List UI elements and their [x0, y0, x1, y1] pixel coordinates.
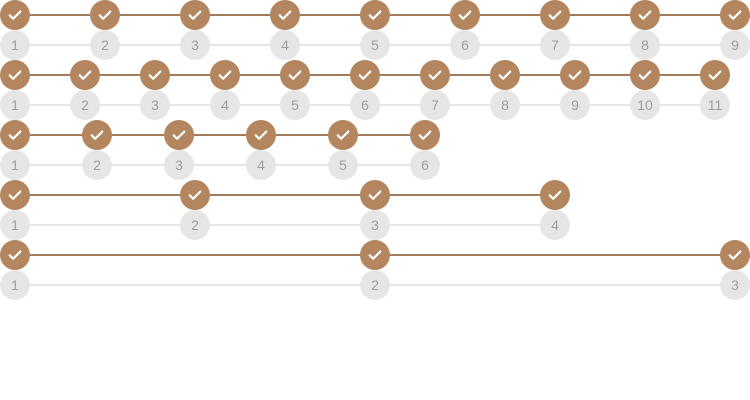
step-number[interactable]: 2	[90, 30, 120, 60]
step-number[interactable]: 7	[540, 30, 570, 60]
step-number[interactable]: 6	[350, 90, 380, 120]
checkmark-icon[interactable]	[360, 0, 390, 30]
checkmark-icon[interactable]	[490, 60, 520, 90]
checkmark-icon[interactable]	[720, 0, 750, 30]
pending-connector	[15, 164, 425, 166]
checkmark-icon[interactable]	[164, 120, 194, 150]
step-number[interactable]: 3	[140, 90, 170, 120]
checkmark-icon[interactable]	[450, 0, 480, 30]
checkmark-icon[interactable]	[70, 60, 100, 90]
checkmark-icon[interactable]	[82, 120, 112, 150]
pending-connector	[15, 224, 555, 226]
step-number[interactable]: 2	[180, 210, 210, 240]
step-number[interactable]: 2	[82, 150, 112, 180]
stepper-3: 1 2 3 4 5 6	[0, 120, 750, 180]
stepper-1: 1 2 3 4 5 6 7 8 9	[0, 0, 750, 60]
step-number[interactable]: 11	[700, 90, 730, 120]
stepper-2: 1 2 3 4 5 6 7 8 9 10 11	[0, 60, 750, 120]
checkmark-icon[interactable]	[90, 0, 120, 30]
step-number[interactable]: 4	[540, 210, 570, 240]
step-number[interactable]: 3	[720, 270, 750, 300]
checkmark-icon[interactable]	[560, 60, 590, 90]
checkmark-icon[interactable]	[700, 60, 730, 90]
step-number[interactable]: 5	[360, 30, 390, 60]
checkmark-icon[interactable]	[350, 60, 380, 90]
step-number[interactable]: 8	[490, 90, 520, 120]
step-number[interactable]: 3	[164, 150, 194, 180]
checkmark-icon[interactable]	[630, 0, 660, 30]
step-number[interactable]: 2	[360, 270, 390, 300]
checkmark-icon[interactable]	[360, 240, 390, 270]
stepper-5: 1 2 3	[0, 240, 750, 300]
step-number[interactable]: 1	[0, 210, 30, 240]
stepper-4: 1 2 3 4	[0, 180, 750, 240]
checkmark-icon[interactable]	[246, 120, 276, 150]
checkmark-icon[interactable]	[0, 180, 30, 210]
checkmark-icon[interactable]	[410, 120, 440, 150]
checkmark-icon[interactable]	[0, 0, 30, 30]
checkmark-icon[interactable]	[270, 0, 300, 30]
step-number[interactable]: 6	[410, 150, 440, 180]
checkmark-icon[interactable]	[210, 60, 240, 90]
step-number[interactable]: 10	[630, 90, 660, 120]
step-number[interactable]: 4	[270, 30, 300, 60]
step-number[interactable]: 7	[420, 90, 450, 120]
checkmark-icon[interactable]	[0, 120, 30, 150]
step-number[interactable]: 1	[0, 90, 30, 120]
step-number[interactable]: 3	[180, 30, 210, 60]
checkmark-icon[interactable]	[360, 180, 390, 210]
completed-connector	[15, 134, 425, 136]
checkmark-icon[interactable]	[0, 240, 30, 270]
checkmark-icon[interactable]	[280, 60, 310, 90]
checkmark-icon[interactable]	[328, 120, 358, 150]
step-number[interactable]: 2	[70, 90, 100, 120]
checkmark-icon[interactable]	[420, 60, 450, 90]
step-number[interactable]: 1	[0, 270, 30, 300]
checkmark-icon[interactable]	[540, 180, 570, 210]
step-number[interactable]: 4	[246, 150, 276, 180]
step-number[interactable]: 3	[360, 210, 390, 240]
checkmark-icon[interactable]	[630, 60, 660, 90]
completed-connector	[15, 194, 555, 196]
step-number[interactable]: 9	[720, 30, 750, 60]
step-number[interactable]: 5	[280, 90, 310, 120]
checkmark-icon[interactable]	[540, 0, 570, 30]
step-number[interactable]: 4	[210, 90, 240, 120]
step-number[interactable]: 5	[328, 150, 358, 180]
step-number[interactable]: 9	[560, 90, 590, 120]
step-number[interactable]: 8	[630, 30, 660, 60]
checkmark-icon[interactable]	[720, 240, 750, 270]
step-number[interactable]: 1	[0, 150, 30, 180]
checkmark-icon[interactable]	[180, 180, 210, 210]
step-number[interactable]: 6	[450, 30, 480, 60]
checkmark-icon[interactable]	[140, 60, 170, 90]
checkmark-icon[interactable]	[180, 0, 210, 30]
checkmark-icon[interactable]	[0, 60, 30, 90]
step-number[interactable]: 1	[0, 30, 30, 60]
